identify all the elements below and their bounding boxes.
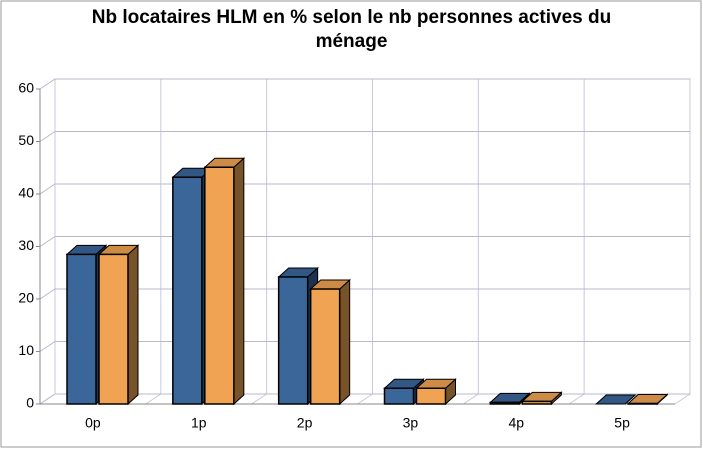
floor-divider bbox=[463, 393, 479, 405]
bar-front bbox=[383, 387, 415, 405]
x-tick-label: 1p bbox=[191, 415, 207, 431]
grid-line bbox=[39, 341, 690, 352]
y-tick-label: 50 bbox=[18, 132, 34, 148]
y-tick-label: 30 bbox=[18, 237, 34, 253]
chart-title: Nb locataires HLM en % selon le nb perso… bbox=[91, 7, 612, 52]
x-tick-label: 3p bbox=[403, 415, 419, 431]
bar-front bbox=[489, 401, 521, 405]
bar bbox=[626, 393, 669, 406]
bar-front bbox=[309, 288, 341, 405]
grid-line bbox=[39, 288, 690, 300]
floor-divider bbox=[568, 393, 585, 405]
y-tick-label: 60 bbox=[18, 80, 34, 96]
bar bbox=[309, 278, 351, 406]
x-tick-label: 4p bbox=[508, 415, 524, 431]
bar-front bbox=[627, 402, 658, 405]
bar bbox=[415, 378, 457, 406]
grid-line bbox=[39, 183, 690, 195]
bar-side bbox=[233, 157, 245, 406]
bar-front bbox=[521, 400, 553, 405]
x-tick-label: 5p bbox=[614, 415, 630, 431]
floor-divider bbox=[357, 393, 373, 405]
bar-front bbox=[415, 387, 447, 405]
bar-front bbox=[277, 276, 309, 405]
bar-side bbox=[127, 244, 139, 406]
bar-front bbox=[98, 253, 129, 405]
bar-front bbox=[172, 176, 203, 405]
bar-front bbox=[204, 166, 235, 405]
x-tick-label: 2p bbox=[297, 415, 313, 431]
y-tick-label: 20 bbox=[18, 290, 34, 306]
grid-line bbox=[39, 78, 690, 90]
y-tick-label: 0 bbox=[26, 395, 34, 411]
bar bbox=[594, 394, 637, 405]
floor-divider bbox=[674, 393, 691, 405]
bar bbox=[97, 244, 140, 406]
x-tick-label: 0p bbox=[85, 415, 101, 431]
grid-line bbox=[39, 236, 690, 247]
bar bbox=[383, 378, 425, 406]
bar-front bbox=[66, 253, 97, 405]
y-tick-label: 40 bbox=[18, 185, 34, 201]
y-tick-label: 10 bbox=[18, 342, 34, 358]
floor-divider bbox=[251, 393, 267, 405]
bar-side bbox=[339, 278, 351, 406]
bar bbox=[203, 157, 246, 406]
grid-line bbox=[39, 131, 690, 142]
bar bbox=[521, 391, 563, 406]
floor-divider bbox=[145, 393, 162, 405]
bar-top bbox=[594, 394, 637, 405]
grid-line bbox=[39, 393, 690, 405]
